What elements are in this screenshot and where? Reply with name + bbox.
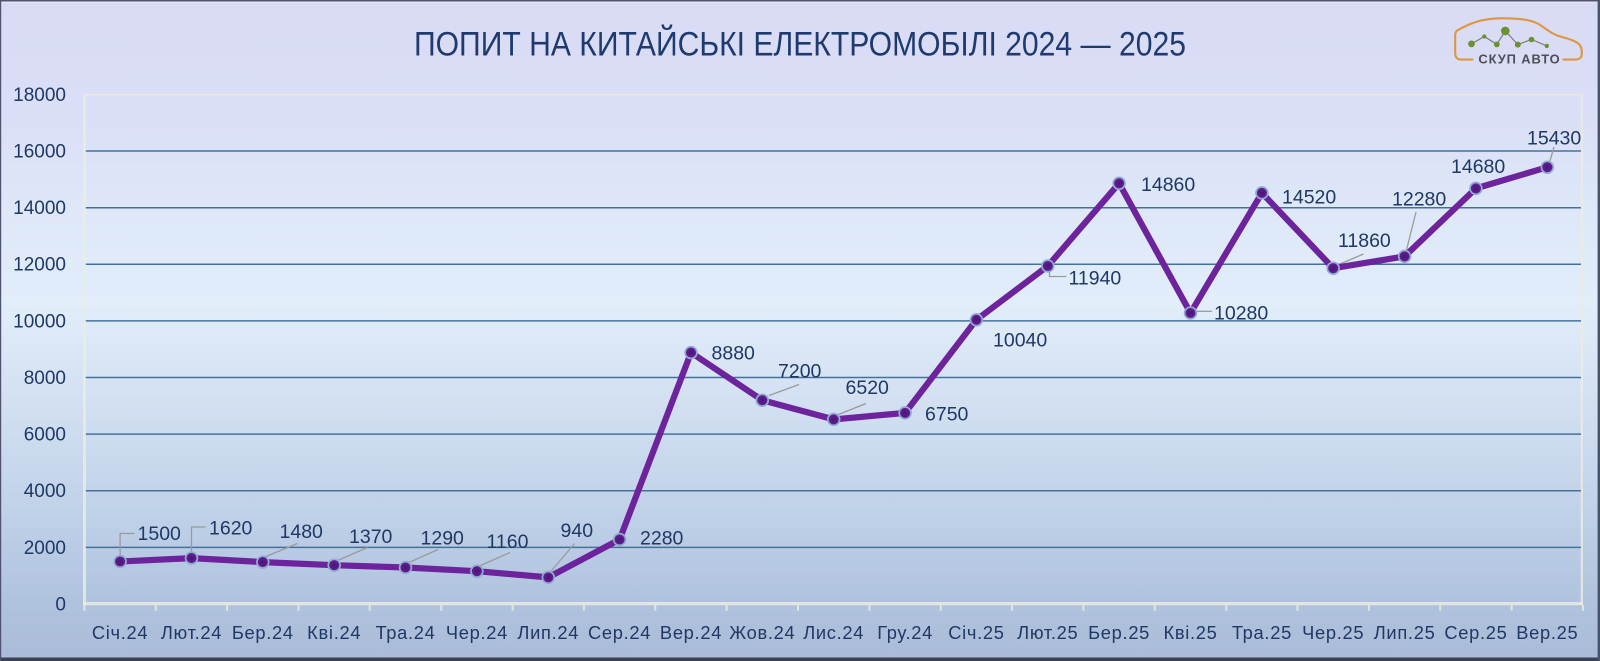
svg-text:1290: 1290 <box>421 528 465 550</box>
svg-text:Тра.24: Тра.24 <box>375 622 435 643</box>
svg-text:2000: 2000 <box>24 538 66 559</box>
svg-text:8880: 8880 <box>712 343 756 365</box>
svg-text:Бер.25: Бер.25 <box>1088 622 1150 643</box>
svg-text:16000: 16000 <box>13 141 66 162</box>
svg-text:4000: 4000 <box>24 481 66 502</box>
svg-text:10040: 10040 <box>993 330 1047 352</box>
svg-text:6520: 6520 <box>846 377 890 399</box>
svg-text:8000: 8000 <box>24 368 66 389</box>
svg-text:Вер.24: Вер.24 <box>660 622 722 643</box>
svg-text:14860: 14860 <box>1141 174 1195 196</box>
svg-text:Січ.24: Січ.24 <box>92 622 148 643</box>
svg-text:Лис.24: Лис.24 <box>803 622 864 643</box>
svg-text:Гру.24: Гру.24 <box>877 622 933 643</box>
svg-text:940: 940 <box>561 520 594 542</box>
svg-text:Вер.25: Вер.25 <box>1516 622 1578 643</box>
svg-text:Бер.24: Бер.24 <box>232 622 294 643</box>
svg-text:18000: 18000 <box>13 85 66 106</box>
svg-text:1160: 1160 <box>487 531 529 553</box>
svg-text:1370: 1370 <box>349 526 393 548</box>
svg-text:Кві.24: Кві.24 <box>307 622 361 643</box>
svg-text:10280: 10280 <box>1214 303 1268 325</box>
svg-text:15430: 15430 <box>1527 128 1581 150</box>
svg-text:2280: 2280 <box>640 528 684 550</box>
svg-text:Сер.24: Сер.24 <box>588 622 651 643</box>
svg-text:1480: 1480 <box>280 521 324 543</box>
svg-text:Січ.25: Січ.25 <box>948 622 1004 643</box>
svg-text:6750: 6750 <box>925 404 969 426</box>
svg-text:Лют.24: Лют.24 <box>161 622 222 643</box>
svg-text:Лип.25: Лип.25 <box>1374 622 1436 643</box>
svg-text:Кві.25: Кві.25 <box>1163 622 1217 643</box>
svg-text:Чер.24: Чер.24 <box>446 622 508 643</box>
svg-text:11860: 11860 <box>1338 230 1391 252</box>
svg-text:11940: 11940 <box>1069 268 1122 290</box>
svg-text:14680: 14680 <box>1451 156 1505 178</box>
svg-text:0: 0 <box>55 594 66 615</box>
svg-text:Жов.24: Жов.24 <box>729 622 795 643</box>
svg-text:1500: 1500 <box>138 523 182 545</box>
svg-text:ПОПИТ НА КИТАЙСЬКІ ЕЛЕКТРОМОБІ: ПОПИТ НА КИТАЙСЬКІ ЕЛЕКТРОМОБІЛІ 2024 — … <box>414 26 1186 64</box>
svg-text:Лип.24: Лип.24 <box>517 622 579 643</box>
svg-text:12280: 12280 <box>1392 189 1446 211</box>
svg-text:Сер.25: Сер.25 <box>1444 622 1507 643</box>
svg-text:Лют.25: Лют.25 <box>1017 622 1078 643</box>
svg-text:10000: 10000 <box>13 311 66 332</box>
svg-text:Тра.25: Тра.25 <box>1232 622 1292 643</box>
svg-text:Чер.25: Чер.25 <box>1302 622 1364 643</box>
svg-text:СКУП АВТО: СКУП АВТО <box>1478 52 1560 67</box>
svg-text:6000: 6000 <box>24 425 66 446</box>
svg-text:14520: 14520 <box>1282 187 1336 209</box>
svg-text:1620: 1620 <box>209 518 253 540</box>
svg-text:12000: 12000 <box>13 255 66 276</box>
svg-text:14000: 14000 <box>13 198 66 219</box>
svg-text:7200: 7200 <box>778 361 822 383</box>
